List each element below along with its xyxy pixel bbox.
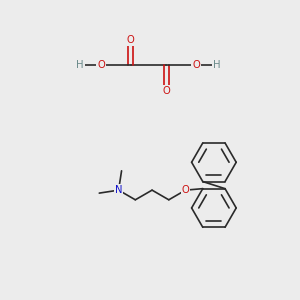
Text: H: H (76, 60, 84, 70)
Text: H: H (213, 60, 220, 70)
Text: O: O (192, 60, 200, 70)
Text: O: O (182, 185, 189, 195)
Text: N: N (115, 185, 122, 195)
Text: O: O (163, 85, 170, 96)
Text: O: O (127, 35, 135, 45)
Text: O: O (97, 60, 105, 70)
